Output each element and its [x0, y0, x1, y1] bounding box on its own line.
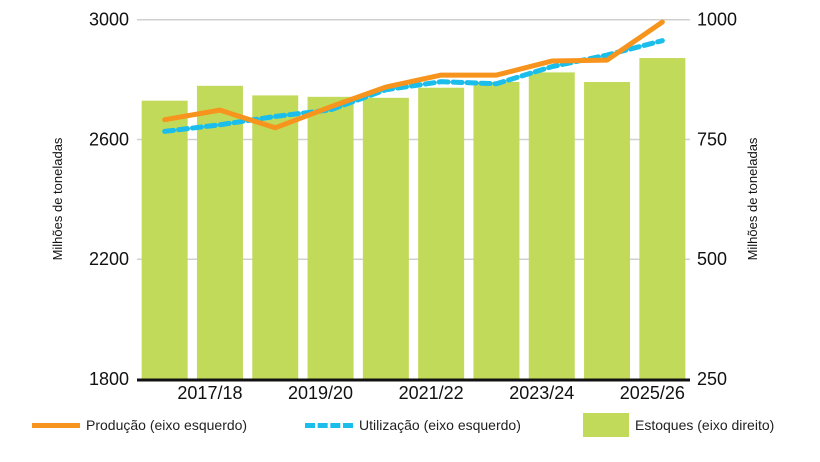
line-producao: [162, 19, 665, 131]
left-tick-label: 2200: [89, 249, 129, 269]
bar-estoques: [418, 87, 465, 379]
x-tick-label: 2021/22: [399, 383, 464, 403]
bar-estoques: [473, 81, 520, 379]
legend-item-producao: Produção (eixo esquerdo): [32, 417, 247, 433]
legend-label-utilizacao: Utilização (eixo esquerdo): [359, 417, 521, 433]
bar-estoques: [141, 100, 188, 380]
right-tick-label: 750: [697, 129, 727, 149]
left-tick-label: 1800: [89, 369, 129, 389]
legend-swatch-estoques: [583, 413, 629, 437]
bar-estoques: [362, 97, 409, 379]
bar-estoques: [252, 95, 299, 380]
legend-item-estoques: Estoques (eixo direito): [583, 413, 774, 437]
x-tick-label: 2023/24: [509, 383, 574, 403]
left-tick-label: 3000: [89, 10, 129, 30]
left-axis-title: Milhões de toneladas: [50, 137, 65, 260]
legend-swatch-utilizacao: [305, 422, 353, 428]
legend-swatch-producao: [32, 422, 80, 428]
bar-estoques: [307, 96, 354, 379]
right-tick-label: 500: [697, 249, 727, 269]
legend-item-utilizacao: Utilização (eixo esquerdo): [305, 417, 521, 433]
bar-estoques: [639, 58, 686, 380]
x-tick-label: 2025/26: [620, 383, 685, 403]
x-tick-label: 2017/18: [177, 383, 242, 403]
bar-estoques: [196, 85, 243, 379]
right-axis-title: Milhões de toneladas: [745, 137, 760, 260]
x-tick-label: 2019/20: [288, 383, 353, 403]
legend-label-producao: Produção (eixo esquerdo): [86, 417, 248, 433]
bar-estoques: [528, 72, 575, 379]
legend-label-estoques: Estoques (eixo direito): [635, 417, 775, 433]
right-tick-label: 250: [697, 369, 727, 389]
bar-estoques: [584, 81, 631, 379]
left-tick-label: 2600: [89, 129, 129, 149]
right-tick-label: 1000: [697, 10, 737, 30]
